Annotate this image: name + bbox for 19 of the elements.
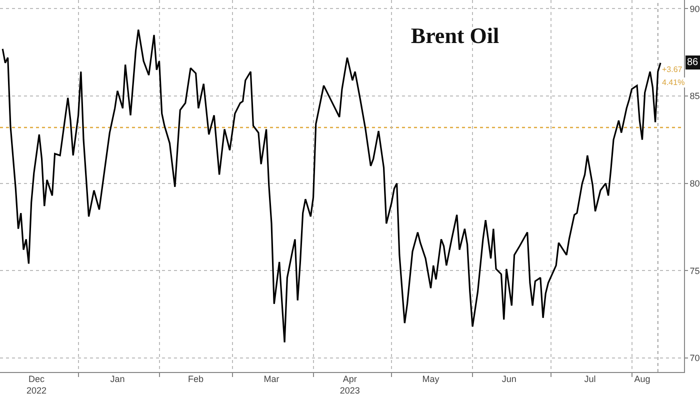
x-tick-label: Jun — [502, 374, 516, 384]
y-tick-label: 90 — [690, 4, 700, 14]
y-tick-label: 80 — [690, 178, 700, 189]
x-tick-label: Apr 2023 — [340, 374, 360, 394]
x-tick-label: Jan — [110, 374, 125, 384]
x-tick-label: Feb — [188, 374, 204, 384]
x-tick-label: Mar — [264, 374, 280, 384]
y-tick-label: 75 — [690, 266, 700, 276]
annotation: +3.67 — [662, 65, 683, 74]
x-tick-label: Aug — [634, 374, 650, 384]
x-tick-label: May — [422, 374, 440, 384]
y-tick-label: 85 — [690, 91, 700, 102]
x-tick-label: Dec 2022 — [26, 374, 47, 394]
text: 86 — [687, 57, 699, 68]
text: Brent Oil — [410, 22, 500, 48]
y-tick-label: 70 — [690, 353, 700, 364]
line-series — [2, 28, 662, 344]
x-tick-label: Jul — [584, 374, 596, 384]
annotation: 4.41% — [662, 78, 685, 87]
